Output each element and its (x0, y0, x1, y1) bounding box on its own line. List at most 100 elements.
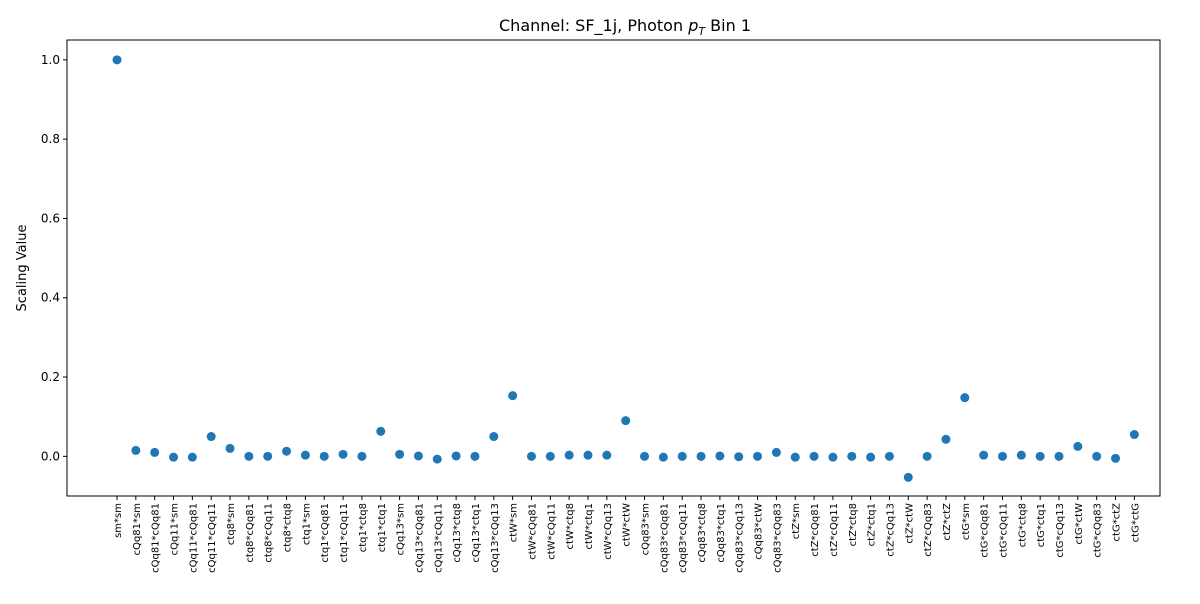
x-tick-label: cQq81*cQq81 (151, 503, 162, 573)
y-tick-label: 0.2 (41, 370, 60, 384)
data-point (960, 393, 970, 403)
data-point (696, 451, 706, 461)
x-tick-label: ctq1*sm (301, 503, 312, 545)
data-point (809, 451, 819, 461)
x-tick-label: ctW*cQq81 (527, 503, 538, 560)
data-point (734, 452, 744, 462)
data-point (941, 434, 951, 444)
data-point (338, 449, 348, 459)
x-tick-label: ctG*cQq83 (1093, 503, 1104, 558)
data-point (997, 451, 1007, 461)
data-point (884, 451, 894, 461)
x-tick-label: cQq13*sm (396, 503, 407, 555)
x-tick-label: cQq81*sm (132, 503, 143, 555)
data-point (131, 445, 141, 455)
data-point (564, 450, 574, 460)
data-point (715, 451, 725, 461)
x-tick-label: ctG*cQq13 (1055, 503, 1066, 558)
x-tick-label: ctW*sm (509, 503, 520, 542)
x-tick-label: cQq11*cQq81 (188, 503, 199, 573)
data-point (451, 451, 461, 461)
x-axis-ticks: sm*sm cQq81*sm cQq81*cQq81 cQq11*sm cQq11*cQ… (113, 496, 1141, 573)
data-point (771, 447, 781, 457)
data-point (583, 450, 593, 460)
y-tick-label: 0.0 (41, 449, 60, 463)
data-point (903, 472, 913, 482)
data-point (922, 451, 932, 461)
data-point (432, 454, 442, 464)
x-tick-label: ctq8*sm (226, 503, 237, 545)
x-tick-label: cQq83*cQq11 (678, 503, 689, 573)
x-tick-label: cQq83*ctq1 (716, 503, 727, 563)
data-point (866, 452, 876, 462)
data-point (319, 451, 329, 461)
y-axis-label: Scaling Value (15, 225, 30, 312)
data-point (225, 443, 235, 453)
data-point (790, 452, 800, 462)
data-point (244, 451, 254, 461)
x-tick-label: ctW*cQq13 (603, 503, 614, 560)
x-tick-label: ctZ*cQq83 (923, 503, 934, 557)
x-tick-label: cQq13*ctq8 (452, 503, 463, 563)
x-tick-label: ctZ*ctq8 (848, 503, 859, 546)
data-point (658, 452, 668, 462)
x-tick-label: cQq83*ctW (754, 503, 765, 560)
data-point (413, 451, 423, 461)
data-point (602, 450, 612, 460)
x-tick-label: ctG*ctW (1074, 503, 1085, 545)
data-point (300, 450, 310, 460)
data-point (828, 452, 838, 462)
data-point (206, 432, 216, 442)
data-point (395, 449, 405, 459)
x-tick-label: ctq8*cQq81 (245, 503, 256, 563)
x-tick-label: ctW*ctW (622, 503, 633, 547)
data-point (112, 55, 122, 65)
data-point (470, 451, 480, 461)
data-point (526, 451, 536, 461)
y-tick-label: 0.4 (41, 291, 60, 305)
x-tick-label: ctq1*ctq8 (358, 503, 369, 552)
data-point (1035, 451, 1045, 461)
x-tick-label: ctG*ctq1 (1036, 503, 1047, 547)
x-tick-label: ctZ*ctq1 (867, 503, 878, 546)
data-point (1129, 430, 1139, 440)
x-tick-label: ctW*ctq1 (584, 503, 595, 549)
x-tick-label: ctG*cQq11 (998, 503, 1009, 558)
x-tick-label: ctZ*cQq11 (829, 503, 840, 557)
data-point (1016, 450, 1026, 460)
x-tick-label: cQq13*cQq13 (490, 503, 501, 573)
x-tick-label: cQq11*cQq11 (207, 503, 218, 573)
x-tick-label: ctG*ctq8 (1017, 503, 1028, 547)
chart-title-main: Channel: SF_1j, Photon (499, 16, 688, 36)
x-tick-label: ctq1*cQq81 (320, 503, 331, 563)
data-point (640, 451, 650, 461)
x-tick-label: cQq13*ctq1 (471, 503, 482, 563)
data-point (621, 416, 631, 426)
y-tick-label: 1.0 (41, 53, 60, 67)
x-tick-label: ctW*ctq8 (565, 503, 576, 549)
chart-title-symbol: p (687, 16, 698, 35)
x-tick-label: ctZ*cQq81 (810, 503, 821, 557)
data-point (263, 451, 273, 461)
data-point (376, 426, 386, 436)
data-point (1054, 451, 1064, 461)
x-tick-label: ctZ*ctW (904, 503, 915, 544)
x-tick-label: sm*sm (113, 503, 124, 538)
x-tick-label: cQq11*sm (170, 503, 181, 555)
data-point (489, 432, 499, 442)
data-point (508, 391, 518, 401)
data-point (753, 451, 763, 461)
x-tick-label: ctq8*ctq8 (283, 503, 294, 552)
x-tick-label: cQq83*ctq8 (697, 503, 708, 563)
x-tick-label: ctZ*cQq13 (885, 503, 896, 557)
chart-title-subscript: T (698, 25, 706, 38)
data-point (1092, 451, 1102, 461)
data-point (847, 451, 857, 461)
data-point (545, 451, 555, 461)
x-tick-label: ctZ*ctZ (942, 503, 953, 541)
data-point (150, 447, 160, 457)
y-axis-ticks: 0.0 0.2 0.4 0.6 0.8 1.0 (41, 53, 67, 463)
x-tick-label: ctq1*cQq11 (339, 503, 350, 563)
